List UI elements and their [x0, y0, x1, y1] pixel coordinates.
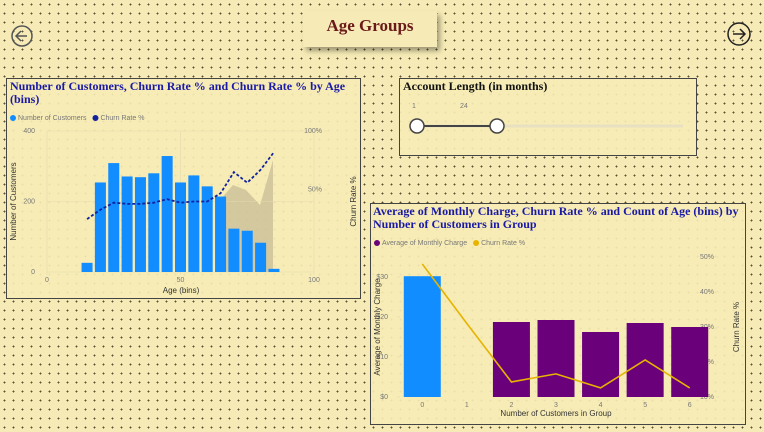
y-tick-label: 200	[23, 198, 35, 205]
legend-swatch	[374, 240, 380, 246]
chart-title: Number of Customers, Churn Rate % and Ch…	[10, 79, 346, 106]
x-tick-label: 1	[465, 402, 469, 409]
bar	[201, 186, 213, 272]
slider-handle[interactable]	[409, 118, 425, 134]
slicer-title: Account Length (in months)	[403, 79, 548, 93]
x-tick-label: 3	[554, 402, 558, 409]
y2-tick-label: 50%	[308, 187, 322, 194]
slicer-panel	[399, 78, 697, 156]
bar	[121, 176, 133, 272]
x-tick-label: 4	[599, 402, 603, 409]
y-tick-label: $0	[380, 394, 388, 401]
y2-tick-label: 10%	[700, 394, 714, 401]
x-tick-label: 50	[177, 277, 185, 284]
y2-tick-label: 50%	[700, 254, 714, 261]
y2-axis-label: Churn Rate %	[732, 302, 741, 352]
x-axis-label: Number of Customers in Group	[500, 409, 612, 418]
forward-arrow	[733, 28, 747, 40]
bar	[188, 175, 200, 272]
page-title: Age Groups	[303, 11, 437, 47]
bar	[215, 196, 227, 272]
slider-handle[interactable]	[489, 118, 505, 134]
x-axis-label: Age (bins)	[163, 286, 200, 295]
slider-start: 1	[412, 103, 416, 110]
bar	[228, 228, 240, 272]
y-tick-label: 400	[23, 128, 35, 135]
y-tick-label: $30	[376, 274, 388, 281]
y-tick-label: $20	[376, 314, 388, 321]
y2-tick-label: 100%	[304, 128, 322, 135]
x-tick-label: 0	[45, 277, 49, 284]
bar	[134, 177, 146, 272]
legend-label: Churn Rate %	[100, 115, 144, 122]
legend-swatch	[10, 115, 16, 121]
y2-tick-label: 40%	[700, 289, 714, 296]
y-tick-label: 0	[31, 269, 35, 276]
legend-swatch	[473, 240, 480, 246]
bar	[94, 182, 106, 272]
bar	[175, 182, 186, 272]
back-arrow	[14, 30, 27, 42]
bar	[268, 268, 280, 272]
legend-swatch	[92, 115, 99, 121]
bar	[148, 173, 160, 272]
bar	[537, 320, 575, 397]
bar	[161, 156, 173, 272]
y-axis-label: Number of Customers	[9, 162, 18, 240]
legend-label: Churn Rate %	[481, 240, 525, 247]
chart-title: Average of Monthly Charge, Churn Rate % …	[373, 204, 739, 231]
x-tick-label: 100	[308, 277, 320, 284]
x-tick-label: 0	[420, 402, 424, 409]
forward-button[interactable]	[727, 22, 751, 46]
back-button[interactable]	[11, 25, 33, 47]
x-tick-label: 2	[509, 402, 513, 409]
y-tick-label: $10	[376, 354, 388, 361]
legend-label: Number of Customers	[18, 115, 87, 122]
line	[86, 151, 275, 220]
bar	[81, 262, 93, 272]
bar	[671, 327, 709, 397]
x-tick-label: 5	[643, 402, 647, 409]
bar	[403, 276, 441, 397]
x-tick-label: 6	[688, 402, 692, 409]
line	[421, 263, 691, 389]
bar	[241, 230, 253, 272]
y2-axis-label: Churn Rate %	[349, 176, 358, 226]
slider-end: 24	[460, 103, 468, 110]
y-axis-label: Average of Monthly Charge	[373, 278, 382, 376]
bar	[582, 332, 620, 397]
bar	[108, 163, 120, 272]
bar	[255, 242, 267, 272]
bar	[492, 322, 530, 397]
legend-label: Average of Monthly Charge	[382, 240, 467, 247]
